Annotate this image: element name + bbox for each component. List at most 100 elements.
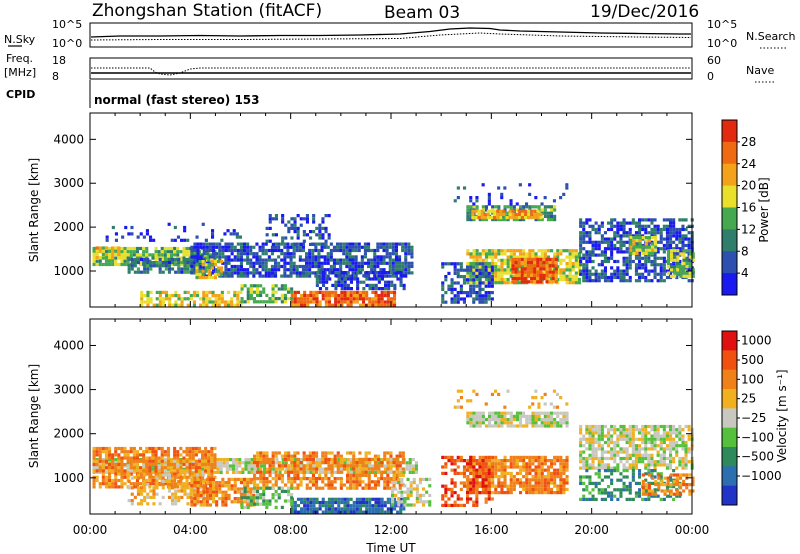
heatmap-cell: [638, 218, 642, 222]
heatmap-cell: [290, 467, 294, 471]
heatmap-cell: [391, 500, 395, 504]
heatmap-cell: [186, 290, 190, 294]
heatmap-cell: [519, 205, 523, 209]
heatmap-cell: [173, 461, 177, 465]
heatmap-cell: [336, 464, 340, 468]
heatmap-cell: [329, 252, 333, 256]
heatmap-cell: [271, 297, 275, 301]
heatmap-cell: [292, 245, 296, 249]
heatmap-cell: [398, 261, 402, 265]
heatmap-cell: [324, 303, 328, 307]
heatmap-cell: [296, 214, 300, 218]
heatmap-cell: [497, 414, 501, 418]
heatmap-cell: [177, 499, 181, 503]
heatmap-cell: [491, 218, 495, 222]
heatmap-cell: [233, 481, 237, 485]
heatmap-cell: [357, 268, 361, 272]
heatmap-cell: [389, 480, 393, 484]
heatmap-cell: [274, 258, 278, 262]
heatmap-cell: [456, 268, 460, 272]
heatmap-cell: [259, 496, 263, 500]
heatmap-cell: [149, 264, 153, 268]
heatmap-cell: [101, 482, 105, 486]
heatmap-cell: [613, 275, 617, 280]
heatmap-cell: [265, 477, 269, 481]
heatmap-cell: [177, 267, 181, 271]
heatmap-cell: [296, 473, 300, 477]
heatmap-cell: [318, 277, 322, 281]
heatmap-cell: [305, 217, 309, 221]
heatmap-cell: [193, 484, 197, 488]
heatmap-cell: [213, 462, 217, 467]
heatmap-cell: [117, 469, 121, 473]
heatmap-cell: [597, 224, 601, 228]
heatmap-cell: [176, 469, 180, 473]
heatmap-cell: [337, 283, 341, 287]
heatmap-cell: [158, 264, 162, 268]
heatmap-cell: [196, 294, 200, 298]
heatmap-cell: [173, 250, 177, 254]
heatmap-cell: [268, 297, 272, 301]
heatmap-cell: [143, 479, 147, 483]
heatmap-cell: [108, 249, 112, 253]
heatmap-cell: [230, 258, 234, 262]
heatmap-cell: [132, 450, 136, 454]
heatmap-cell: [588, 250, 592, 254]
heatmap-cell: [210, 466, 214, 470]
heatmap-cell: [334, 287, 338, 291]
heatmap-cell: [537, 424, 541, 428]
colorbar-tick-label: 12: [741, 222, 756, 236]
heatmap-cell: [287, 287, 291, 291]
heatmap-cell: [180, 270, 184, 274]
heatmap-cell: [290, 477, 294, 481]
heatmap-cell: [666, 265, 670, 269]
heatmap-cell: [536, 264, 540, 268]
heatmap-cell: [579, 218, 583, 222]
heatmap-cell: [520, 270, 524, 274]
heatmap-cell: [514, 261, 518, 265]
heatmap-cell: [158, 297, 162, 301]
heatmap-cell: [108, 259, 112, 263]
heatmap-cell: [267, 255, 271, 259]
heatmap-cell: [246, 252, 250, 256]
heatmap-cell: [487, 284, 491, 288]
heatmap-cell: [274, 467, 278, 471]
heatmap-cell: [337, 300, 341, 304]
heatmap-cell: [312, 300, 316, 304]
heatmap-cell: [536, 216, 540, 220]
heatmap-cell: [143, 489, 147, 493]
heatmap-cell: [173, 253, 177, 257]
heatmap-cell: [183, 492, 187, 496]
heatmap-cell: [634, 221, 638, 225]
station-title: Zhongshan Station (fitACF): [92, 1, 322, 21]
heatmap-cell: [478, 252, 482, 256]
heatmap-cell: [471, 212, 475, 216]
heatmap-cell: [356, 458, 360, 462]
heatmap-cell: [665, 243, 669, 248]
heatmap-cell: [619, 224, 623, 228]
heatmap-cell: [315, 480, 319, 484]
heatmap-cell: [377, 274, 381, 278]
heatmap-cell: [511, 264, 515, 268]
heatmap-cell: [163, 253, 167, 257]
heatmap-cell: [520, 257, 524, 261]
heatmap-cell: [453, 262, 457, 266]
heatmap-cell: [551, 270, 555, 274]
heatmap-cell: [160, 250, 164, 254]
heatmap-cell: [512, 418, 516, 422]
heatmap-cell: [383, 290, 387, 294]
heatmap-cell: [551, 280, 555, 284]
heatmap-cell: [676, 265, 680, 269]
heatmap-cell: [157, 446, 161, 451]
heatmap-cell: [491, 249, 495, 253]
heatmap-cell: [126, 453, 130, 457]
heatmap-cell: [346, 451, 350, 455]
heatmap-cell: [503, 411, 507, 415]
heatmap-cell: [167, 257, 171, 261]
heatmap-cell: [271, 284, 275, 288]
heatmap-cell: [634, 231, 638, 235]
heatmap-cell: [101, 458, 105, 462]
heatmap-cell: [192, 261, 196, 265]
heatmap-cell: [509, 274, 513, 278]
colorbar-swatch: [722, 251, 737, 274]
